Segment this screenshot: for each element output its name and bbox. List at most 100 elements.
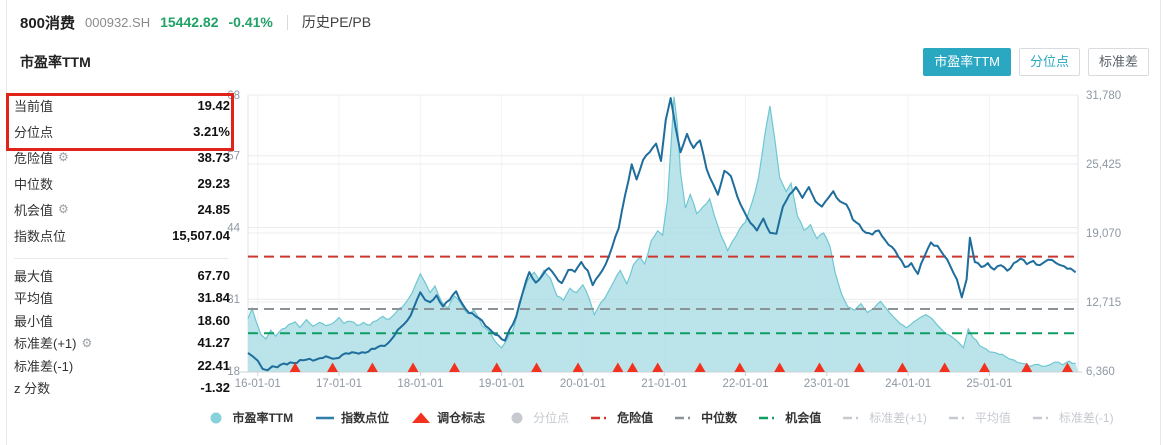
dash-dot-line-icon [759, 416, 780, 419]
legend-item[interactable]: 机会值 [759, 409, 821, 426]
legend-label: 指数点位 [341, 411, 390, 425]
rebalance-triangle-icon[interactable] [448, 362, 460, 373]
legend-item[interactable]: 标准差(+1) [843, 409, 927, 426]
stat-value: 19.42 [197, 97, 230, 113]
rebalance-triangle-icon[interactable] [774, 362, 786, 373]
gear-icon[interactable]: ⚙ [81, 335, 93, 350]
rebalance-triangle-icon[interactable] [813, 362, 825, 373]
series-line-icon [316, 416, 335, 419]
legend-label: 市盈率TTM [232, 411, 294, 425]
y-left-tick: 18 [227, 366, 240, 378]
stat-row: 危险值 ⚙ 38.73 [14, 144, 230, 170]
rebalance-triangle-icon[interactable] [327, 362, 339, 373]
rebalance-triangle-icon[interactable] [612, 362, 624, 373]
rebalance-triangle-icon[interactable] [939, 362, 951, 373]
rebalance-triangle-icon[interactable] [289, 362, 301, 373]
stats-panel-bottom: 最大值 67.70 平均值 31.84 最小值 18.60 标准差(+1) ⚙ 41.27 标准差… [14, 264, 230, 399]
stat-row: 当前值 19.42 [14, 92, 230, 118]
x-tick: 24-01-01 [885, 378, 931, 390]
x-tick: 23-01-01 [804, 378, 850, 390]
legend-label: 标准差(+1) [869, 411, 927, 425]
rebalance-triangle-icon[interactable] [694, 362, 706, 373]
tab-pe-ttm[interactable]: 市盈率TTM [923, 48, 1011, 76]
rebalance-triangle-icon[interactable] [572, 362, 584, 373]
legend-item[interactable]: 平均值 [948, 409, 1011, 426]
stat-row: 最小值 18.60 [14, 309, 230, 332]
legend-item[interactable]: 指数点位 [315, 409, 389, 426]
rebalance-triangle-icon[interactable] [734, 362, 746, 373]
stat-row: z 分数 -1.32 [14, 377, 230, 400]
x-tick: 19-01-01 [479, 378, 525, 390]
legend-item[interactable]: 调仓标志 [411, 409, 485, 426]
index-code: 000932.SH [85, 14, 151, 30]
stat-label: 机会值 ⚙ [14, 202, 69, 218]
y-left-tick: 31 [227, 294, 240, 306]
section-title: 市盈率TTM [20, 54, 91, 70]
header: 800消费 000932.SH 15442.82 -0.41% 历史PE/PB [20, 10, 371, 34]
x-tick: 16-01-01 [235, 378, 281, 390]
tab-percentile[interactable]: 分位点 [1018, 48, 1080, 76]
rebalance-triangle-icon[interactable] [853, 362, 865, 373]
rebalance-triangle-icon[interactable] [1021, 362, 1033, 373]
legend-item[interactable]: 标准差(-1) [1032, 409, 1114, 426]
stat-row: 中位数 29.23 [14, 170, 230, 196]
index-price-line[interactable] [247, 97, 1077, 372]
y-right-tick: 12,715 [1086, 297, 1121, 309]
stat-value: 15,507.04 [172, 227, 230, 243]
stats-divider [14, 258, 228, 259]
dash-dot-line-icon [591, 416, 612, 419]
rebalance-triangle-icon[interactable] [407, 362, 419, 373]
legend-item[interactable]: 中位数 [675, 409, 737, 426]
legend-item[interactable]: 危险值 [591, 409, 653, 426]
index-name: 800消费 [20, 14, 76, 32]
series-dot-icon [511, 412, 523, 423]
gear-icon[interactable]: ⚙ [58, 150, 69, 164]
tab-stddev[interactable]: 标准差 [1087, 48, 1149, 76]
rebalance-triangle-icon[interactable] [979, 362, 991, 373]
stat-label: 最大值 [14, 268, 54, 284]
legend-label: 调仓标志 [437, 411, 486, 425]
rebalance-triangle-icon[interactable] [652, 362, 664, 373]
legend-item[interactable]: 市盈率TTM [206, 409, 293, 426]
legend-label: 分位点 [533, 411, 570, 425]
x-tick: 20-01-01 [560, 378, 606, 390]
stat-value: 24.85 [197, 201, 230, 217]
metric-tabs: 市盈率TTM 分位点 标准差 [915, 48, 1149, 76]
rebalance-triangle-icon[interactable] [627, 362, 639, 373]
rebalance-triangle-icon[interactable] [896, 362, 908, 373]
stat-label: 中位数 [14, 176, 54, 192]
x-tick: 17-01-01 [316, 378, 362, 390]
pe-ttm-area-edge [247, 96, 1076, 368]
dash-dot-line-icon [843, 416, 864, 419]
x-tick: 22-01-01 [722, 378, 768, 390]
rebalance-triangle-icon[interactable] [366, 362, 378, 373]
stat-value: 38.73 [197, 149, 230, 165]
index-change: -0.41% [228, 14, 273, 30]
rebalance-triangle-icon[interactable] [531, 362, 543, 373]
index-price: 15442.82 [160, 14, 219, 30]
y-left-tick: 57 [227, 151, 240, 163]
x-tick: 21-01-01 [641, 378, 687, 390]
y-right-tick: 19,070 [1086, 228, 1121, 240]
legend-item[interactable]: 分位点 [507, 409, 569, 426]
triangle-marker-icon [412, 412, 431, 423]
stat-row: 指数点位 15,507.04 [14, 222, 230, 248]
stat-label: 标准差(-1) [14, 358, 74, 374]
legend-label: 危险值 [617, 411, 654, 425]
stat-label: 当前值 [14, 98, 54, 114]
dash-dot-line-icon [675, 416, 696, 419]
rebalance-triangle-icon[interactable] [1061, 362, 1073, 373]
rebalance-triangle-icon[interactable] [491, 362, 503, 373]
y-right-tick: 31,780 [1086, 90, 1121, 102]
page-right-border [1160, 0, 1161, 445]
y-right-tick: 25,425 [1086, 159, 1121, 171]
legend-label: 标准差(-1) [1058, 411, 1114, 425]
y-left-tick: 44 [227, 222, 240, 234]
stat-value: 29.23 [197, 175, 230, 191]
stat-label: 分位点 [14, 124, 54, 140]
stat-row: 标准差(+1) ⚙ 41.27 [14, 332, 230, 355]
gear-icon[interactable]: ⚙ [58, 202, 69, 216]
nav-history-pe-pb[interactable]: 历史PE/PB [301, 14, 372, 30]
